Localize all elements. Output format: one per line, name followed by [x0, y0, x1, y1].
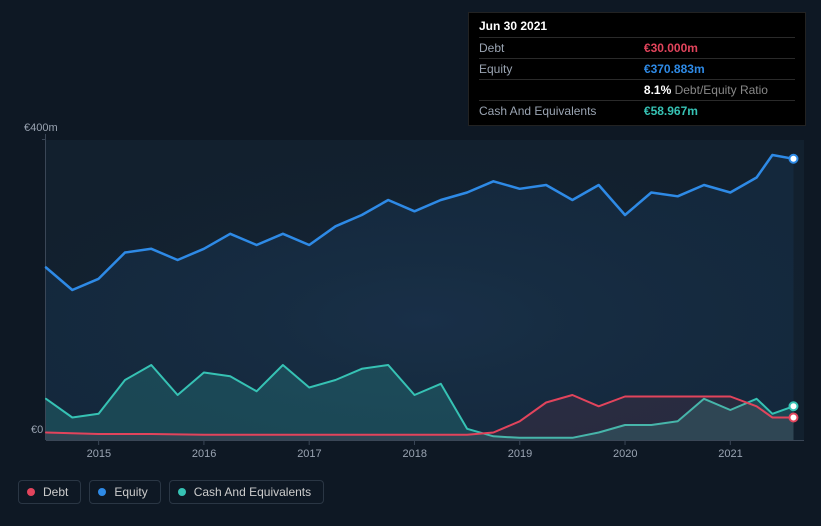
tooltip-debt-label: Debt: [479, 38, 644, 59]
tooltip-cash-value: €58.967m: [644, 101, 795, 122]
legend-dot-equity: [98, 488, 106, 496]
legend-item-equity[interactable]: Equity: [89, 480, 160, 504]
legend-dot-cash: [178, 488, 186, 496]
tooltip-ratio-value: 8.1% Debt/Equity Ratio: [644, 80, 795, 101]
tooltip-date: Jun 30 2021: [479, 19, 795, 37]
x-tick-label: 2020: [613, 448, 637, 460]
tooltip-equity-label: Equity: [479, 59, 644, 80]
chart-tooltip: Jun 30 2021 Debt €30.000m Equity €370.88…: [468, 12, 806, 126]
legend-label-equity: Equity: [114, 485, 147, 499]
legend-label-debt: Debt: [43, 485, 68, 499]
tooltip-ratio-label: [479, 80, 644, 101]
x-tick-label: 2019: [508, 448, 532, 460]
legend-label-cash: Cash And Equivalents: [194, 485, 311, 499]
x-tick-label: 2017: [297, 448, 321, 460]
x-tick-label: 2018: [402, 448, 426, 460]
x-tick-label: 2016: [192, 448, 216, 460]
x-tick-label: 2015: [87, 448, 111, 460]
x-tick-label: 2021: [718, 448, 742, 460]
tooltip-equity-value: €370.883m: [644, 59, 795, 80]
chart-legend: Debt Equity Cash And Equivalents: [18, 480, 324, 504]
tooltip-cash-label: Cash And Equivalents: [479, 101, 644, 122]
legend-dot-debt: [27, 488, 35, 496]
legend-item-cash[interactable]: Cash And Equivalents: [169, 480, 324, 504]
tooltip-debt-value: €30.000m: [644, 38, 795, 59]
legend-item-debt[interactable]: Debt: [18, 480, 81, 504]
